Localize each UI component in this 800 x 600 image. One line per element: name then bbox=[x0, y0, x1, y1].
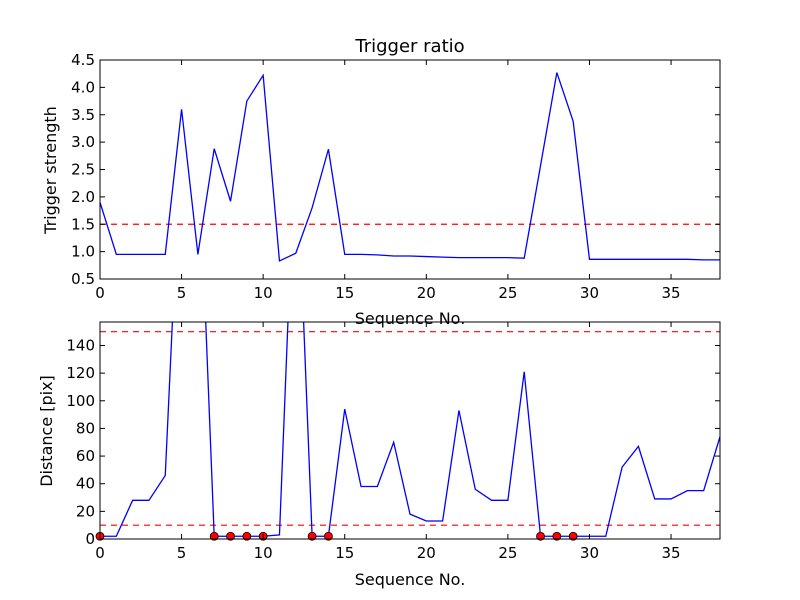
data-point-marker bbox=[536, 531, 545, 541]
x-tick-label: 10 bbox=[254, 544, 273, 562]
y-tick-label: 20 bbox=[76, 502, 95, 520]
x-tick-label: 0 bbox=[95, 284, 105, 302]
x-tick-label: 25 bbox=[498, 544, 517, 562]
y-tick-label: 1.5 bbox=[71, 215, 95, 233]
x-tick-label: 0 bbox=[95, 544, 105, 562]
y-tick-label: 80 bbox=[76, 419, 95, 437]
data-point-marker bbox=[568, 531, 578, 541]
data-point-marker bbox=[242, 531, 252, 541]
x-axis-label: Sequence No. bbox=[355, 309, 466, 328]
y-tick-label: 1.0 bbox=[71, 243, 95, 261]
x-tick-label: 25 bbox=[498, 284, 517, 302]
y-tick-label: 60 bbox=[76, 447, 95, 465]
y-tick-label: 3.0 bbox=[71, 133, 95, 151]
series-line bbox=[100, 72, 720, 262]
y-tick-label: 4.0 bbox=[71, 78, 95, 96]
distance-chart: Sequence No. Distance [pix] 0 5 10 15 20 25 30… bbox=[37, 321, 721, 589]
x-tick-label: 30 bbox=[580, 284, 599, 302]
plot-area: 0 5 10 15 20 25 30 35 0 20 40 60 80 100 120 140 bbox=[66, 321, 721, 562]
trigger-ratio-chart: Trigger ratio Sequence No. Trigger stren… bbox=[41, 36, 721, 328]
x-tick-label: 20 bbox=[417, 284, 436, 302]
x-tick-label: 20 bbox=[417, 544, 436, 562]
y-tick-label: 3.5 bbox=[71, 106, 95, 124]
data-point-marker bbox=[552, 531, 562, 541]
data-point-marker bbox=[307, 531, 317, 541]
y-tick-label: 40 bbox=[76, 475, 95, 493]
plot-frame bbox=[99, 321, 721, 540]
x-tick-label: 35 bbox=[662, 544, 681, 562]
y-tick-label: 2.0 bbox=[71, 188, 95, 206]
data-point-marker bbox=[226, 531, 235, 541]
x-tick-label: 30 bbox=[580, 544, 599, 562]
x-tick-label: 5 bbox=[177, 544, 187, 562]
plot-area: 0 5 10 15 20 25 30 35 0.5 1.0 1.5 2.0 2.5 3.0 3.5 4.0 4.… bbox=[71, 51, 721, 302]
x-tick-label: 15 bbox=[335, 284, 354, 302]
chart-title: Trigger ratio bbox=[354, 36, 464, 57]
y-tick-label: 0.5 bbox=[71, 270, 95, 288]
y-axis-label: Distance [pix] bbox=[37, 375, 56, 487]
y-tick-label: 140 bbox=[66, 336, 95, 354]
x-axis-label: Sequence No. bbox=[355, 570, 466, 589]
x-tick-label: 15 bbox=[335, 544, 354, 562]
y-tick-label: 100 bbox=[66, 392, 95, 410]
y-tick-label: 4.5 bbox=[71, 51, 95, 69]
data-point-marker bbox=[324, 531, 333, 541]
y-tick-label: 120 bbox=[66, 364, 95, 382]
x-tick-label: 35 bbox=[662, 284, 681, 302]
x-tick-label: 10 bbox=[254, 284, 273, 302]
y-axis-label: Trigger strength bbox=[41, 106, 60, 235]
y-tick-label: 2.5 bbox=[71, 161, 95, 179]
y-tick-label: 0 bbox=[85, 530, 95, 548]
data-point-marker bbox=[209, 531, 219, 541]
series-line bbox=[100, 322, 720, 537]
x-tick-label: 5 bbox=[177, 284, 187, 302]
